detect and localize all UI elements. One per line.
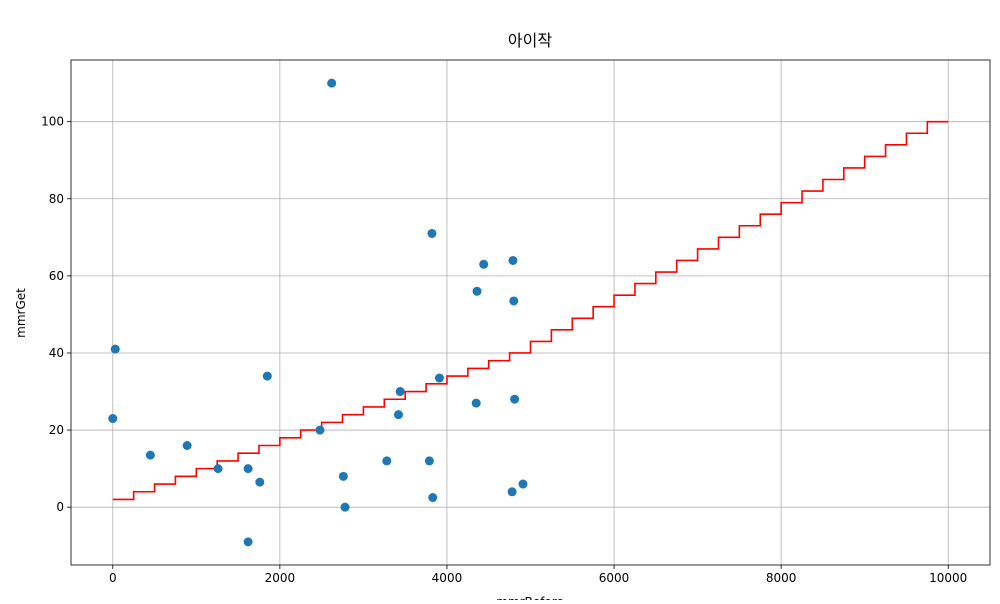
scatter-point — [428, 493, 438, 503]
plot-frame — [70, 59, 991, 566]
scatter-point — [243, 537, 253, 547]
scatter-point — [213, 464, 223, 474]
chart-title: 아이작 — [508, 31, 552, 50]
step-line-layer — [112, 120, 949, 501]
scatter-point — [427, 228, 437, 238]
x-tick-label: 0 — [109, 571, 117, 585]
scatter-point — [509, 296, 519, 306]
x-tick-label: 2000 — [265, 571, 296, 585]
scatter-point — [472, 286, 482, 296]
scatter-point — [262, 371, 272, 381]
scatter-point — [243, 464, 253, 474]
scatter-point — [338, 471, 348, 481]
x-tick-label: 8000 — [766, 571, 797, 585]
scatter-point — [382, 456, 392, 466]
scatter-point — [145, 450, 155, 460]
scatter-point — [434, 373, 444, 383]
scatter-point — [340, 502, 350, 512]
step-line — [112, 120, 949, 501]
scatter-point — [327, 78, 337, 88]
x-axis-label: mmrBefore — [496, 595, 564, 600]
scatter-points-layer — [108, 78, 528, 547]
scatter-point — [424, 456, 434, 466]
y-tick-label: 100 — [41, 115, 64, 129]
scatter-point — [315, 425, 325, 435]
scatter-point — [182, 441, 192, 450]
scatter-point — [110, 344, 120, 354]
scatter-point — [479, 259, 489, 269]
scatter-point — [255, 477, 265, 487]
y-tick-label: 80 — [49, 192, 64, 206]
tick-layer: 0 2000 4000 6000 8000 10000 0 20 40 60 80 100 — [41, 115, 967, 585]
y-tick-label: 40 — [49, 346, 64, 360]
grid-layer — [71, 60, 990, 565]
scatter-point — [108, 414, 118, 424]
scatter-point — [510, 394, 520, 404]
x-tick-label: 4000 — [432, 571, 463, 585]
x-tick-label: 10000 — [929, 571, 967, 585]
y-tick-label: 0 — [56, 500, 64, 514]
scatter-point — [518, 479, 528, 489]
y-tick-label: 20 — [49, 423, 64, 437]
scatter-point — [394, 410, 403, 420]
scatter-point — [395, 387, 405, 397]
x-tick-label: 6000 — [599, 571, 630, 585]
scatter-point — [507, 487, 517, 497]
scatter-point — [508, 255, 518, 265]
scatter-point — [471, 398, 481, 408]
y-tick-label: 60 — [49, 269, 64, 283]
y-axis-label: mmrGet — [14, 288, 28, 338]
